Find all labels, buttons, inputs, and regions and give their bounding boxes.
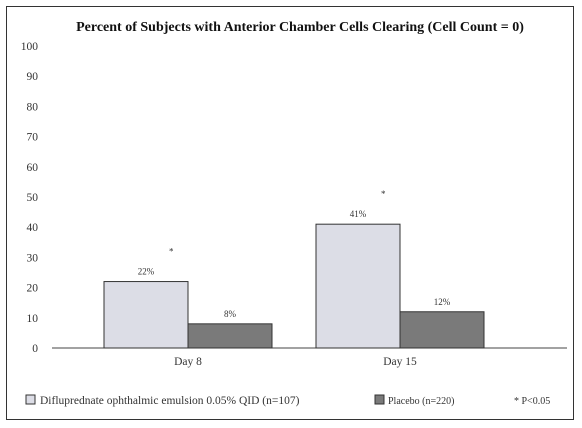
bar-value-label: 41%	[350, 209, 367, 219]
y-tick-label: 80	[27, 101, 39, 113]
bar-value-label: 8%	[224, 309, 237, 319]
bar-difluprednate-day-15	[315, 223, 401, 349]
x-category-label: Day 8	[174, 356, 202, 368]
legend-significance-note: * P<0.05	[514, 396, 550, 407]
legend-swatch-placebo	[374, 394, 385, 405]
significance-marker: *	[169, 247, 174, 257]
bar-placebo-day-15	[399, 311, 485, 349]
chart-frame	[6, 6, 574, 420]
y-tick-label: 90	[27, 71, 39, 83]
legend-label-placebo: Placebo (n=220)	[388, 396, 454, 407]
y-tick-label: 40	[27, 222, 39, 234]
y-tick-label: 30	[27, 252, 39, 264]
significance-marker: *	[381, 189, 386, 199]
y-tick-label: 10	[27, 313, 39, 325]
x-category-label: Day 15	[383, 356, 417, 368]
bar-value-label: 12%	[434, 297, 451, 307]
bar-placebo-day-8	[187, 323, 273, 349]
legend-label-difluprednate: Difluprednate ophthalmic emulsion 0.05% …	[40, 395, 300, 407]
y-tick-label: 60	[27, 162, 39, 174]
y-tick-label: 70	[27, 132, 39, 144]
y-tick-label: 50	[27, 192, 39, 204]
y-tick-label: 100	[21, 41, 39, 53]
legend-swatch-difluprednate	[25, 394, 36, 405]
bar-difluprednate-day-8	[103, 281, 189, 349]
y-tick-label: 0	[32, 343, 38, 355]
y-tick-label: 20	[27, 283, 39, 295]
bar-value-label: 22%	[138, 267, 155, 277]
chart-title: Percent of Subjects with Anterior Chambe…	[76, 20, 524, 35]
